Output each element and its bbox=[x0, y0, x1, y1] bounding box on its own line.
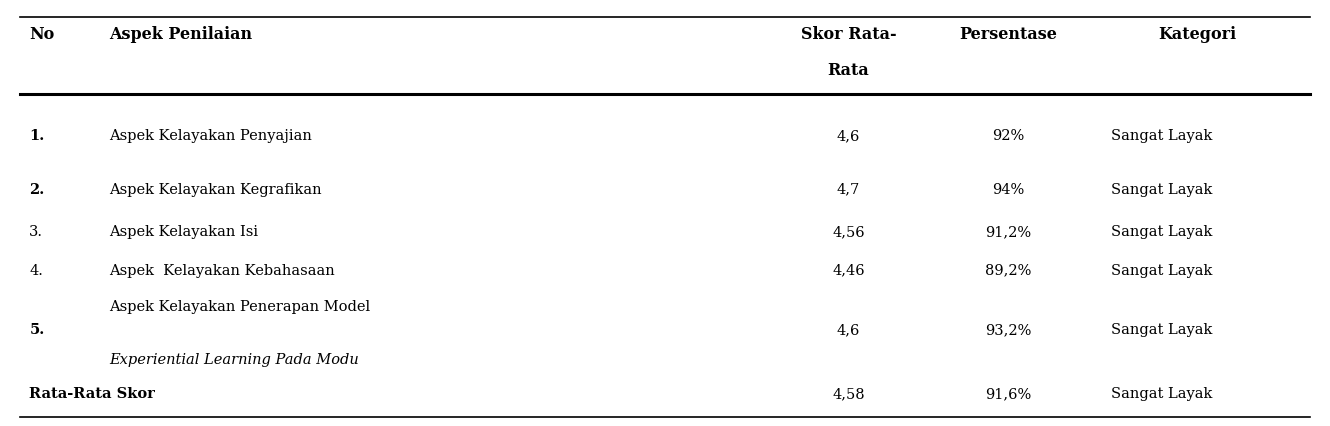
Text: 4,7: 4,7 bbox=[837, 183, 861, 196]
Text: 4,6: 4,6 bbox=[837, 130, 861, 143]
Text: Sangat Layak: Sangat Layak bbox=[1111, 130, 1212, 143]
Text: Sangat Layak: Sangat Layak bbox=[1111, 183, 1212, 196]
Text: 92%: 92% bbox=[992, 130, 1024, 143]
Text: 4,58: 4,58 bbox=[833, 387, 865, 401]
Text: 91,2%: 91,2% bbox=[986, 225, 1031, 239]
Text: Sangat Layak: Sangat Layak bbox=[1111, 387, 1212, 401]
Text: Aspek Kelayakan Kegrafikan: Aspek Kelayakan Kegrafikan bbox=[109, 183, 322, 196]
Text: No: No bbox=[29, 26, 55, 43]
Text: Aspek Kelayakan Penerapan Model: Aspek Kelayakan Penerapan Model bbox=[109, 300, 370, 314]
Text: 4,6: 4,6 bbox=[837, 323, 861, 337]
Text: 91,6%: 91,6% bbox=[986, 387, 1031, 401]
Text: 94%: 94% bbox=[992, 183, 1024, 196]
Text: 5.: 5. bbox=[29, 323, 44, 337]
Text: Persentase: Persentase bbox=[959, 26, 1057, 43]
Text: Aspek Penilaian: Aspek Penilaian bbox=[109, 26, 253, 43]
Text: Sangat Layak: Sangat Layak bbox=[1111, 323, 1212, 337]
Text: 89,2%: 89,2% bbox=[986, 264, 1031, 277]
Text: Skor Rata-: Skor Rata- bbox=[801, 26, 896, 43]
Text: Sangat Layak: Sangat Layak bbox=[1111, 264, 1212, 277]
Text: 93,2%: 93,2% bbox=[986, 323, 1031, 337]
Text: Experiential Learning Pada Modu: Experiential Learning Pada Modu bbox=[109, 353, 359, 367]
Text: 4,46: 4,46 bbox=[833, 264, 865, 277]
Text: Rata-Rata Skor: Rata-Rata Skor bbox=[29, 387, 156, 401]
Text: Kategori: Kategori bbox=[1158, 26, 1236, 43]
Text: 2.: 2. bbox=[29, 183, 44, 196]
Text: Rata: Rata bbox=[827, 62, 870, 79]
Text: Sangat Layak: Sangat Layak bbox=[1111, 225, 1212, 239]
Text: 1.: 1. bbox=[29, 130, 44, 143]
Text: 3.: 3. bbox=[29, 225, 44, 239]
Text: 4.: 4. bbox=[29, 264, 43, 277]
Text: Aspek  Kelayakan Kebahasaan: Aspek Kelayakan Kebahasaan bbox=[109, 264, 335, 277]
Text: Aspek Kelayakan Penyajian: Aspek Kelayakan Penyajian bbox=[109, 130, 313, 143]
Text: 4,56: 4,56 bbox=[833, 225, 865, 239]
Text: Aspek Kelayakan Isi: Aspek Kelayakan Isi bbox=[109, 225, 258, 239]
